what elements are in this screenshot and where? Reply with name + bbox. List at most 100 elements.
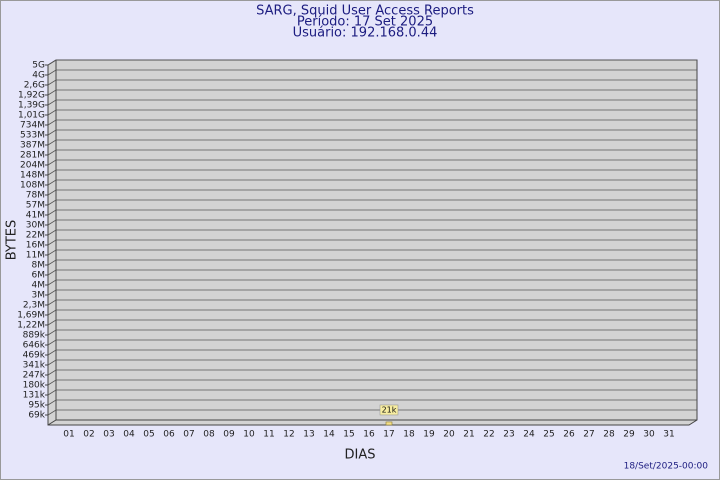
grid-line bbox=[47, 109, 697, 116]
grid-line bbox=[47, 159, 697, 166]
x-tick-label: 17 bbox=[383, 430, 394, 440]
grid-line bbox=[47, 119, 697, 126]
grid-line bbox=[47, 249, 697, 256]
x-tick-label: 07 bbox=[183, 430, 194, 440]
x-tick-label: 29 bbox=[623, 430, 635, 440]
x-tick-label: 31 bbox=[663, 430, 674, 440]
x-tick-label: 02 bbox=[83, 430, 94, 440]
x-tick-label: 30 bbox=[643, 430, 655, 440]
y-tick-label: 2,3M bbox=[23, 301, 45, 311]
x-tick-label: 22 bbox=[483, 430, 494, 440]
y-tick-label: 6M bbox=[32, 271, 46, 281]
x-tick-label: 04 bbox=[123, 430, 135, 440]
y-tick-label: 16M bbox=[26, 241, 45, 251]
y-tick-label: 78M bbox=[26, 191, 45, 201]
grid-line bbox=[47, 369, 697, 376]
x-tick-label: 15 bbox=[343, 430, 354, 440]
x-tick-label: 28 bbox=[603, 430, 615, 440]
x-tick-label: 26 bbox=[563, 430, 575, 440]
y-tick-label: 1,92G bbox=[18, 91, 45, 101]
grid-line bbox=[47, 139, 697, 146]
value-label: 21k bbox=[382, 405, 397, 414]
chart-subtitle: Usuário: 192.168.0.44 bbox=[293, 26, 438, 41]
y-tick-label: 4G bbox=[32, 71, 45, 81]
x-tick-label: 13 bbox=[303, 430, 314, 440]
grid-line bbox=[47, 349, 697, 356]
y-tick-label: 5G bbox=[32, 61, 45, 71]
x-tick-label: 25 bbox=[543, 430, 554, 440]
y-tick-label: 1,39G bbox=[18, 101, 45, 111]
y-tick-label: 533M bbox=[20, 131, 45, 141]
grid-line bbox=[47, 329, 697, 336]
grid-line bbox=[47, 69, 697, 76]
bar bbox=[385, 421, 393, 426]
x-tick-label: 23 bbox=[503, 430, 514, 440]
x-tick-label: 27 bbox=[583, 430, 594, 440]
x-tick-label: 05 bbox=[143, 430, 154, 440]
x-axis-label: DIAS bbox=[345, 448, 376, 463]
x-tick-label: 09 bbox=[223, 430, 235, 440]
x-tick-label: 10 bbox=[243, 430, 255, 440]
y-tick-label: 247k bbox=[23, 371, 46, 381]
x-tick-label: 12 bbox=[283, 430, 294, 440]
value-label-box bbox=[379, 404, 399, 416]
y-tick-label: 180k bbox=[23, 381, 46, 391]
x-tick-label: 06 bbox=[163, 430, 175, 440]
grid-line bbox=[47, 289, 697, 296]
grid-line bbox=[47, 259, 697, 266]
grid-line bbox=[47, 279, 697, 286]
grid-line bbox=[47, 239, 697, 246]
grid-line bbox=[47, 399, 697, 406]
y-tick-label: 734M bbox=[20, 121, 45, 131]
grid-line bbox=[47, 309, 697, 316]
x-tick-label: 24 bbox=[523, 430, 535, 440]
y-tick-label: 1,22M bbox=[17, 321, 45, 331]
y-tick-label: 131k bbox=[23, 391, 46, 401]
y-tick-label: 469k bbox=[23, 351, 46, 361]
grid-line bbox=[47, 409, 697, 416]
y-tick-label: 387M bbox=[20, 141, 45, 151]
y-tick-label: 108M bbox=[20, 181, 45, 191]
grid-line bbox=[47, 79, 697, 86]
y-tick-label: 30M bbox=[26, 221, 45, 231]
y-tick-label: 95k bbox=[28, 401, 45, 411]
y-tick-label: 341k bbox=[23, 361, 46, 371]
x-tick-label: 03 bbox=[103, 430, 114, 440]
x-tick-label: 14 bbox=[323, 430, 335, 440]
x-tick-label: 21 bbox=[463, 430, 474, 440]
grid-line bbox=[47, 299, 697, 306]
y-tick-label: 148M bbox=[20, 171, 45, 181]
chart-title: SARG, Squid User Access Reports bbox=[256, 4, 474, 19]
y-tick-label: 889k bbox=[23, 331, 46, 341]
grid-line bbox=[47, 319, 697, 326]
grid-line bbox=[47, 229, 697, 236]
grid-line bbox=[47, 209, 697, 216]
chart-subtitle: Período: 17 Set 2025 bbox=[297, 15, 433, 30]
x-tick-label: 20 bbox=[443, 430, 455, 440]
y-axis-label: BYTES bbox=[5, 220, 20, 261]
y-tick-label: 11M bbox=[26, 251, 45, 261]
y-tick-label: 69k bbox=[28, 411, 45, 421]
grid-line bbox=[47, 379, 697, 386]
grid-line bbox=[47, 169, 697, 176]
x-tick-label: 01 bbox=[63, 430, 74, 440]
grid-line bbox=[47, 389, 697, 396]
grid-line bbox=[47, 269, 697, 276]
grid-line bbox=[47, 59, 697, 66]
x-tick-label: 18 bbox=[403, 430, 415, 440]
y-tick-label: 1,01G bbox=[18, 111, 45, 121]
y-tick-label: 646k bbox=[23, 341, 46, 351]
grid-line bbox=[47, 129, 697, 136]
grid-line bbox=[47, 99, 697, 106]
y-tick-label: 41M bbox=[26, 211, 45, 221]
grid-line bbox=[47, 149, 697, 156]
y-tick-label: 22M bbox=[26, 231, 45, 241]
footer: 18/Set/2025-00:00 bbox=[624, 462, 709, 472]
grid-line bbox=[47, 199, 697, 206]
grid-line bbox=[47, 359, 697, 366]
y-tick-label: 1,69M bbox=[17, 311, 45, 321]
x-tick-label: 11 bbox=[263, 430, 274, 440]
y-tick-label: 3M bbox=[32, 291, 46, 301]
y-tick-label: 57M bbox=[26, 201, 45, 211]
